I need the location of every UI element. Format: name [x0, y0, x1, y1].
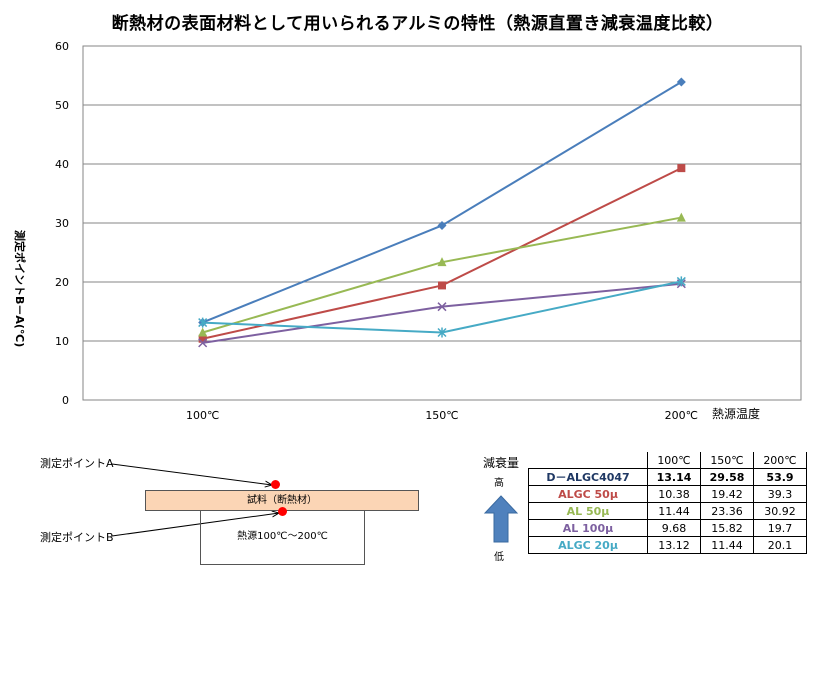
value-cell: 15.82 — [700, 519, 754, 537]
value-cell: 13.14 — [647, 468, 701, 486]
data-point — [437, 327, 447, 338]
y-tick-label: 20 — [55, 276, 69, 289]
table-header-cell: 100℃ — [647, 452, 701, 469]
y-tick-label: 50 — [55, 99, 69, 112]
arrow-a-line — [111, 463, 272, 485]
data-point — [676, 276, 686, 287]
heat-source-box: 熱源100℃～200℃ — [200, 510, 365, 565]
heat-source-label: 熱源100℃～200℃ — [237, 531, 328, 542]
data-point — [437, 302, 447, 312]
table-row: D－ALGC4047 13.14 29.58 53.9 — [528, 468, 807, 486]
data-point — [677, 164, 686, 173]
chart-title: 断熱材の表面材料として用いられるアルミの特性（熱源直置き減衰温度比較） — [111, 14, 724, 34]
table-header-row: 100℃ 150℃ 200℃ — [528, 452, 807, 469]
data-point — [676, 77, 686, 87]
value-cell: 13.12 — [647, 536, 701, 554]
table-header-cell: 150℃ — [700, 452, 754, 469]
point-a-label: 測定ポイントA — [40, 457, 114, 470]
table-corner — [528, 452, 648, 469]
table-row: AL 50μ 11.44 23.36 30.92 — [528, 502, 807, 520]
table-row: ALGC 20μ 13.12 11.44 20.1 — [528, 536, 807, 554]
data-point — [198, 338, 208, 348]
data-point — [437, 257, 447, 267]
x-tick-label: 150℃ — [425, 409, 458, 422]
x-tick-label: 200℃ — [665, 409, 698, 422]
series-name-cell: ALGC 20μ — [528, 536, 648, 554]
value-cell: 53.9 — [753, 468, 807, 486]
data-point — [198, 317, 208, 328]
value-cell: 39.3 — [753, 485, 807, 503]
arrow-b-line — [111, 513, 279, 537]
value-cell: 11.44 — [700, 536, 754, 554]
decay-low-label: 低 — [494, 552, 504, 563]
series-name-cell: AL 50μ — [528, 502, 648, 520]
value-cell: 11.44 — [647, 502, 701, 520]
table-header-cell: 200℃ — [753, 452, 807, 469]
up-arrow-icon — [483, 495, 519, 543]
data-point — [198, 334, 207, 343]
x-tick-label: 100℃ — [186, 409, 219, 422]
value-cell: 19.7 — [753, 519, 807, 537]
decay-high-label: 高 — [494, 478, 504, 489]
table-row: AL 100μ 9.68 15.82 19.7 — [528, 519, 807, 537]
y-tick-label: 0 — [62, 394, 69, 407]
value-cell: 29.58 — [700, 468, 754, 486]
y-tick-label: 30 — [55, 217, 69, 230]
data-point — [198, 327, 208, 337]
series-name-cell: AL 100μ — [528, 519, 648, 537]
value-cell: 23.36 — [700, 502, 754, 520]
y-tick-label: 40 — [55, 158, 69, 171]
data-point — [676, 212, 686, 222]
data-table: 100℃ 150℃ 200℃ D－ALGC4047 13.14 29.58 53.9 A… — [528, 452, 807, 554]
point-a-dot — [271, 480, 280, 489]
series-name-cell: ALGC 50μ — [528, 485, 648, 503]
x-axis-label: 熱源温度 — [712, 407, 761, 421]
data-point — [438, 281, 446, 290]
data-point — [437, 220, 447, 230]
series-name-cell: D－ALGC4047 — [528, 468, 648, 486]
value-cell: 20.1 — [753, 536, 807, 554]
line-chart: 0 10 20 30 40 50 60 100℃ 150℃ 200℃ — [55, 40, 802, 422]
decay-title: 減衰量 — [483, 456, 520, 470]
y-tick-label: 10 — [55, 335, 69, 348]
value-cell: 9.68 — [647, 519, 701, 537]
table-row: ALGC 50μ 10.38 19.42 39.3 — [528, 485, 807, 503]
y-tick-label: 60 — [55, 40, 69, 53]
point-b-dot — [278, 507, 287, 516]
point-b-label: 測定ポイントB — [40, 531, 114, 544]
value-cell: 30.92 — [753, 502, 807, 520]
value-cell: 19.42 — [700, 485, 754, 503]
value-cell: 10.38 — [647, 485, 701, 503]
